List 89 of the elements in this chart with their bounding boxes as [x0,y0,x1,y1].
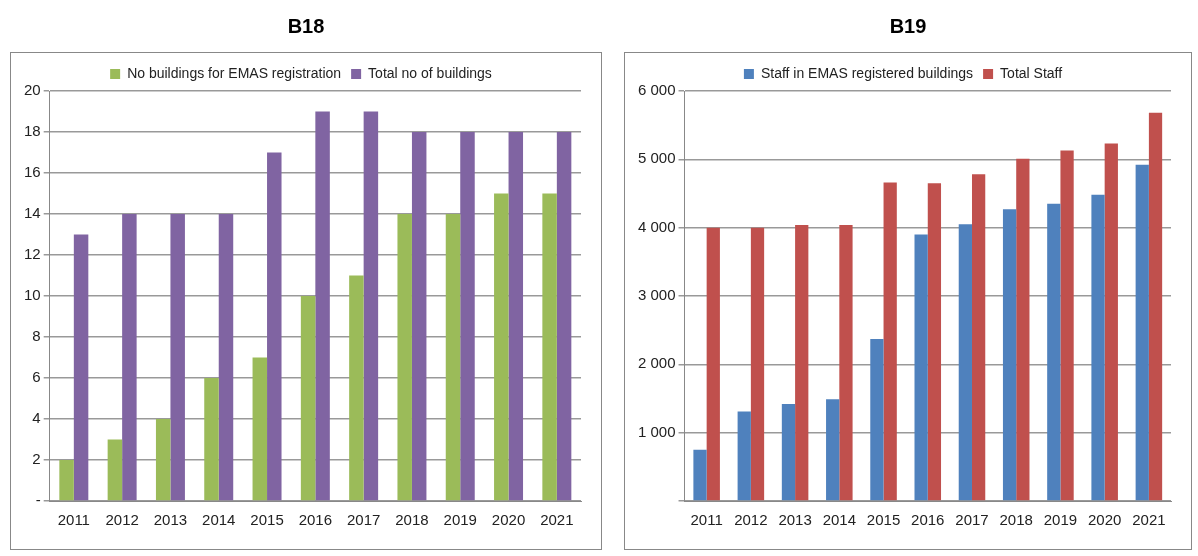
x-tick-label: 2018 [395,511,429,529]
x-tick-label: 2013 [778,511,812,529]
bar [460,132,475,501]
bar [508,132,524,501]
bar [750,227,765,501]
x-tick-label: 2020 [1087,511,1122,529]
y-tick-label: 18 [24,122,41,140]
x-tick-label: 2021 [1132,511,1166,529]
chart-title: B19 [889,14,927,39]
bar [107,439,123,501]
bar [349,275,364,501]
bar [252,357,268,501]
bar [1060,150,1074,501]
bar [397,214,412,501]
x-tick-label: 2017 [955,511,989,529]
bar [300,296,316,501]
chart-title: B18 [287,14,325,39]
legend-label: Total no of buildings [368,64,492,81]
bar [1104,143,1118,501]
x-tick-label: 2020 [491,511,526,529]
bar [737,411,751,501]
bar [927,183,942,501]
x-tick-label: 2011 [690,511,723,529]
y-tick-label: 2 [32,450,41,468]
legend-label: Total Staff [1000,64,1063,81]
x-tick-label: 2019 [1043,511,1078,529]
y-tick-label: 1 000 [637,422,676,440]
x-tick-label: 2017 [346,511,381,529]
bar [781,403,796,501]
x-tick-label: 2012 [734,511,768,529]
x-tick-label: 2013 [153,511,188,529]
y-tick-label: 10 [24,286,41,304]
x-tick-label: 2019 [443,511,477,529]
y-tick-label: 12 [24,245,41,263]
bar [1002,209,1017,501]
bar [315,111,330,501]
bar [170,214,185,501]
x-tick-label: 2021 [540,511,574,529]
bar [958,224,972,501]
x-tick-label: 2014 [202,511,236,529]
y-tick-label: 4 000 [637,217,676,235]
y-tick-label: 4 [32,409,41,427]
bar [839,224,853,501]
bar [795,224,809,501]
bar [542,193,557,501]
bar [971,174,986,501]
y-tick-label: 6 000 [637,81,676,99]
bar [1016,158,1030,501]
y-tick-label: 5 000 [637,149,676,167]
x-tick-label: 2011 [57,511,90,529]
y-tick-label: 6 [32,368,41,386]
bar [914,234,928,501]
legend-label: No buildings for EMAS registration [127,64,342,81]
y-tick-label: 14 [24,204,41,222]
bar [218,214,234,501]
x-tick-label: 2015 [866,511,901,529]
bar [494,193,509,501]
legend-label: Staff in EMAS registered buildings [760,64,974,81]
bar [556,132,572,501]
bar [122,214,137,501]
bar [1148,112,1163,501]
x-tick-label: 2014 [822,511,857,529]
x-tick-label: 2016 [911,511,945,529]
bar [1091,194,1105,501]
y-tick-label: 8 [32,327,41,345]
y-tick-label: 16 [24,163,41,181]
x-tick-label: 2016 [298,511,333,529]
bar [706,227,720,501]
bar [445,214,461,501]
bar [870,339,884,501]
bar [59,460,74,501]
bar [883,182,897,501]
bar [267,152,282,501]
bar [693,449,707,501]
y-tick-label: 20 [24,81,41,99]
bar [1047,203,1061,501]
y-tick-label: - [35,491,41,509]
x-tick-label: 2015 [250,511,284,529]
bar [73,234,89,501]
bar [155,419,171,501]
bar [204,378,219,501]
x-tick-label: 2018 [999,511,1033,529]
y-tick-label: 3 000 [637,286,676,304]
x-tick-label: 2012 [105,511,139,529]
bar [411,132,427,501]
bar [826,399,840,501]
bar [1135,164,1149,501]
bar [363,111,379,501]
y-tick-label: 2 000 [637,354,676,372]
